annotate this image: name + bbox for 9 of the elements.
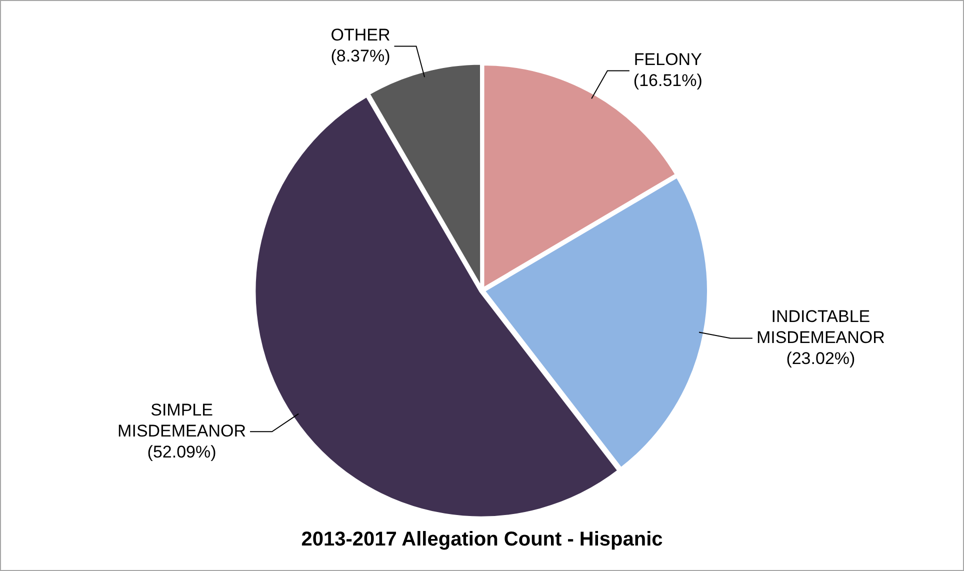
text: 2013-2017 Allegation Count - Hispanic — [301, 528, 663, 551]
data-label: (16.51%) — [633, 70, 702, 90]
slice-label: FELONY — [634, 50, 702, 69]
data-label: (52.09%) — [147, 442, 216, 462]
slice-label: SIMPLE MISDEMEANOR — [118, 400, 246, 440]
slice-label: INDICTABLE MISDEMEANOR — [756, 306, 885, 347]
data-label: (8.37%) — [330, 46, 390, 66]
data-label: (23.02%) — [786, 348, 856, 368]
slice-label: OTHER — [330, 25, 390, 44]
